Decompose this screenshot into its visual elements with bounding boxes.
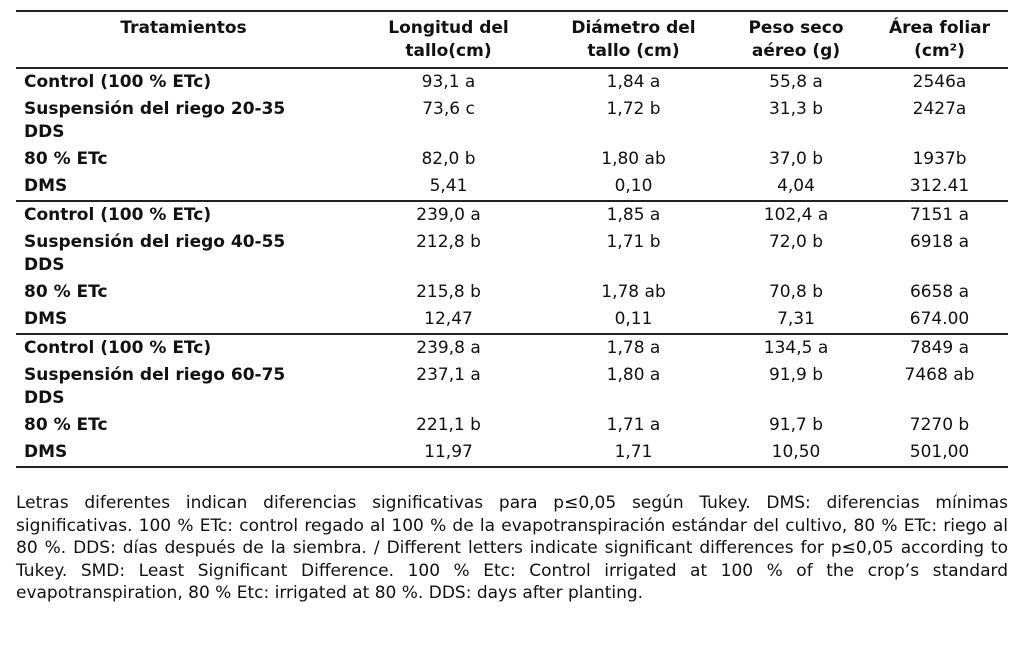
row-label: DMS (24, 442, 68, 462)
row-label: Suspensión del riego 40-55 DDS (24, 232, 286, 275)
row-label-cell: Suspensión del riego 60-75 DDS (16, 362, 351, 412)
table-cell: 7,31 (721, 306, 871, 335)
table-cell: 221,1 b (416, 415, 481, 435)
row-label: 80 % ETc (24, 282, 108, 302)
table-cell: 212,8 b (416, 232, 481, 252)
table-row: DMS 11,97 1,71 10,50 501,00 (16, 439, 1008, 467)
row-label: DMS (24, 176, 68, 196)
row-label-cell: 80 % ETc (16, 146, 351, 173)
table-row: Control (100 % ETc) 239,8 a 1,78 a 134,5 a 7… (16, 334, 1008, 362)
table-row: DMS 5,41 0,10 4,04 312.41 (16, 173, 1008, 202)
table-cell: 82,0 b (421, 149, 476, 169)
row-label-cell: 80 % ETc (16, 412, 351, 439)
row-label: Control (100 % ETc) (24, 205, 212, 225)
table-cell: 0,10 (546, 173, 721, 202)
row-label-cell: 80 % ETc (16, 279, 351, 306)
header-row: Tratamientos Longitud del tallo(cm) Diámet… (16, 11, 1008, 69)
column-header: Peso seco aéreo (g) (721, 11, 871, 69)
table-cell: 91,7 b (768, 415, 824, 435)
column-header: Tratamientos (16, 11, 351, 69)
table-cell: 1,72 b (606, 99, 661, 119)
table-row: Control (100 % ETc) 93,1 a 1,84 a 55,8 a 254… (16, 68, 1008, 96)
table-cell: 11,97 (424, 442, 473, 462)
column-header: Longitud del tallo(cm) (351, 11, 546, 69)
column-header: Diámetro del tallo (cm) (546, 11, 721, 69)
table-cell: 73,6 c (422, 99, 475, 119)
row-label: Suspensión del riego 60-75 DDS (24, 365, 286, 408)
row-label: 80 % ETc (24, 149, 108, 169)
table-cell: 102,4 a (763, 205, 829, 225)
table-cell: 55,8 a (769, 72, 823, 92)
table-cell: 674.00 (871, 306, 1008, 335)
table-cell: 1,78 a (606, 338, 661, 358)
table-cell: 31,3 b (768, 99, 824, 119)
table-cell: 7849 a (909, 338, 970, 358)
table-cell: 70,8 b (768, 282, 824, 302)
table-cell: 1,80 a (606, 365, 661, 385)
table-row: 80 % ETc 215,8 b 1,78 ab 70,8 b 6658 a (16, 279, 1008, 306)
table-row: Control (100 % ETc) 239,0 a 1,85 a 102,4 a 7… (16, 201, 1008, 229)
row-label-cell: Control (100 % ETc) (16, 334, 351, 362)
table-row: 80 % ETc 221,1 b 1,71 a 91,7 b 7270 b (16, 412, 1008, 439)
table-cell: 7468 ab (904, 365, 975, 385)
table-cell: 6918 a (909, 232, 970, 252)
table-cell: 4,04 (721, 173, 871, 202)
table-cell: 1,71 a (606, 415, 661, 435)
table-cell: 6658 a (909, 282, 970, 302)
table-cell: 10,50 (771, 442, 821, 462)
table-cell: 91,9 b (768, 365, 824, 385)
table-cell: 1937b (912, 149, 967, 169)
row-label: Suspensión del riego 20-35 DDS (24, 99, 286, 142)
row-label-cell: DMS (16, 306, 351, 335)
row-label-cell: DMS (16, 439, 351, 467)
table-cell: 12,47 (351, 306, 546, 335)
table-cell: 2546a (912, 72, 967, 92)
table-cell: 312.41 (871, 173, 1008, 202)
table-cell: 1,80 ab (601, 149, 666, 169)
row-label-cell: Control (100 % ETc) (16, 68, 351, 96)
table-row: DMS 12,47 0,11 7,31 674.00 (16, 306, 1008, 335)
table-cell: 1,71 b (606, 232, 661, 252)
table-cell: 501,00 (909, 442, 970, 462)
row-label-cell: Suspensión del riego 40-55 DDS (16, 229, 351, 279)
table-body: Control (100 % ETc) 93,1 a 1,84 a 55,8 a 254… (16, 68, 1008, 467)
row-label: DMS (24, 309, 68, 329)
table-cell: 215,8 b (416, 282, 481, 302)
table-cell: 93,1 a (421, 72, 476, 92)
table-cell: 237,1 a (416, 365, 481, 385)
table-row: Suspensión del riego 20-35 DDS 73,6 c 1,72… (16, 96, 1008, 146)
column-header: Área foliar (cm²) (871, 11, 1008, 69)
table-cell: 72,0 b (768, 232, 824, 252)
table-cell: 37,0 b (768, 149, 824, 169)
table-cell: 239,8 a (416, 338, 481, 358)
table-row: Suspensión del riego 60-75 DDS 237,1 a 1,8… (16, 362, 1008, 412)
table-cell: 1,78 ab (601, 282, 666, 302)
table-cell: 134,5 a (763, 338, 829, 358)
table-cell: 1,85 a (606, 205, 661, 225)
footnote: Letras diferentes indican diferencias si… (16, 493, 1008, 603)
row-label-cell: Control (100 % ETc) (16, 201, 351, 229)
row-label-cell: Suspensión del riego 20-35 DDS (16, 96, 351, 146)
table-cell: 1,84 a (606, 72, 661, 92)
table-row: 80 % ETc 82,0 b 1,80 ab 37,0 b 1937b (16, 146, 1008, 173)
table-cell: 7270 b (909, 415, 970, 435)
row-label: Control (100 % ETc) (24, 72, 212, 92)
table-cell: 1,71 (614, 442, 653, 462)
row-label: 80 % ETc (24, 415, 108, 435)
table-cell: 7151 a (909, 205, 970, 225)
table-cell: 239,0 a (416, 205, 481, 225)
table-cell: 0,11 (546, 306, 721, 335)
table-cell: 2427a (912, 99, 967, 119)
table-row: Suspensión del riego 40-55 DDS 212,8 b 1,7… (16, 229, 1008, 279)
table-cell: 5,41 (351, 173, 546, 202)
row-label-cell: DMS (16, 173, 351, 202)
row-label: Control (100 % ETc) (24, 338, 212, 358)
data-table: Tratamientos Longitud del tallo(cm) Diámet… (16, 10, 1008, 468)
